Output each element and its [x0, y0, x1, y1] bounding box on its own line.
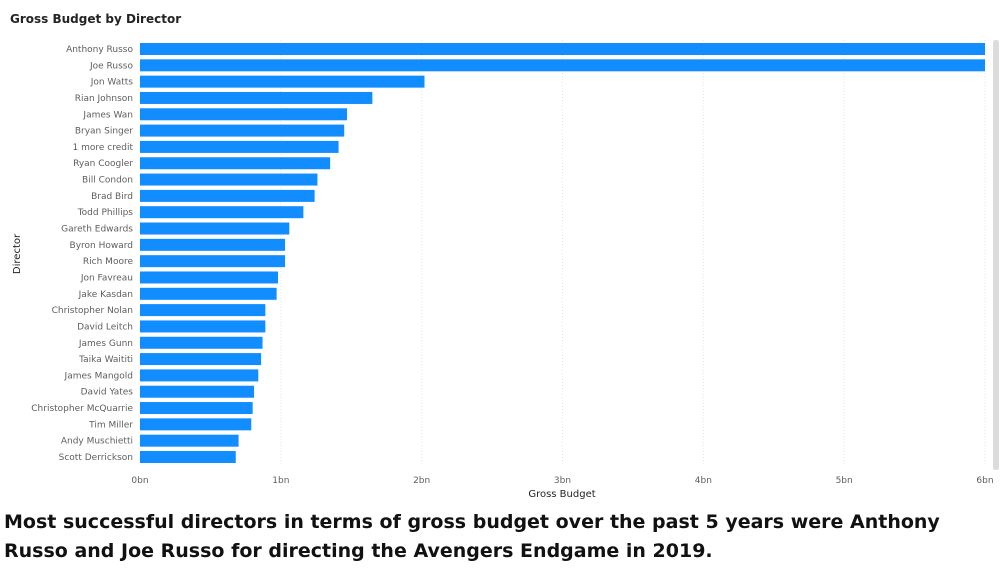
x-tick-label: 0bn [131, 476, 148, 486]
category-label: Brad Bird [91, 192, 133, 202]
bar[interactable] [140, 451, 236, 463]
category-label: 1 more credit [73, 143, 134, 153]
bar[interactable] [140, 222, 290, 235]
x-tick-label: 4bn [695, 476, 712, 486]
bar[interactable] [140, 173, 318, 186]
category-label: Jake Kasdan [78, 290, 133, 300]
category-labels: Anthony Russo Joe Russo Jon Watts Rian John… [31, 45, 133, 463]
bar[interactable] [140, 189, 315, 202]
gridlines [280, 40, 986, 465]
category-label: James Mangold [64, 371, 133, 381]
bar[interactable] [140, 271, 279, 284]
category-label: David Leitch [77, 322, 133, 332]
bar[interactable] [140, 385, 255, 398]
bar[interactable] [140, 75, 425, 88]
category-label: Byron Howard [70, 241, 133, 251]
bar[interactable] [140, 353, 262, 366]
bar[interactable] [140, 91, 373, 104]
category-label: Rian Johnson [75, 94, 133, 104]
category-label: Ryan Coogler [73, 159, 133, 169]
category-label: Andy Muschietti [61, 437, 133, 447]
bar[interactable] [140, 206, 304, 219]
x-axis-title: Gross Budget [528, 489, 595, 500]
category-label: Christopher McQuarrie [31, 404, 133, 414]
bar[interactable] [140, 157, 331, 170]
category-label: Scott Derrickson [59, 453, 133, 463]
bar-chart: Anthony Russo Joe Russo Jon Watts Rian John… [12, 40, 994, 500]
category-label: Christopher Nolan [52, 306, 133, 316]
y-axis-title: Director [12, 233, 23, 274]
bar[interactable] [140, 255, 286, 268]
category-label: Anthony Russo [66, 45, 133, 55]
bar[interactable] [140, 287, 277, 300]
bar[interactable] [140, 402, 253, 415]
bar[interactable] [140, 336, 263, 349]
category-label: Rich Moore [83, 257, 134, 267]
bar[interactable] [140, 304, 266, 317]
bar[interactable] [140, 43, 985, 55]
category-label: Bryan Singer [75, 127, 133, 137]
bar[interactable] [140, 320, 266, 333]
category-label: David Yates [81, 388, 134, 398]
category-label: Todd Phillips [77, 208, 134, 218]
category-label: James Gunn [78, 339, 133, 349]
bar[interactable] [140, 369, 259, 382]
x-tick-label: 5bn [836, 476, 853, 486]
category-label: Jon Favreau [80, 273, 133, 283]
caption-text: Most successful directors in terms of gr… [4, 511, 940, 562]
bar[interactable] [140, 238, 286, 251]
category-label: Jon Watts [90, 78, 134, 88]
x-tick-label: 6bn [976, 476, 993, 486]
category-label: Gareth Edwards [61, 225, 133, 235]
category-label: James Wan [82, 110, 133, 120]
x-tick-label: 1bn [272, 476, 289, 486]
x-tick-label: 2bn [413, 476, 430, 486]
bar[interactable] [140, 59, 985, 72]
bar[interactable] [140, 140, 339, 153]
bar[interactable] [140, 124, 345, 137]
category-label: Tim Miller [88, 420, 133, 430]
bar[interactable] [140, 108, 348, 121]
category-label: Bill Condon [82, 176, 133, 186]
x-tick-label: 3bn [554, 476, 571, 486]
vertical-scrollbar[interactable] [993, 40, 999, 470]
chart-title: Gross Budget by Director [10, 12, 182, 26]
scrollbar-thumb[interactable] [993, 40, 999, 470]
bar[interactable] [140, 418, 252, 431]
category-label: Taika Waititi [78, 355, 133, 365]
x-tick-labels: 0bn 1bn 2bn 3bn 4bn 5bn 6bn [131, 476, 993, 486]
bar[interactable] [140, 434, 239, 447]
category-label: Joe Russo [89, 61, 133, 71]
bars [140, 43, 985, 463]
